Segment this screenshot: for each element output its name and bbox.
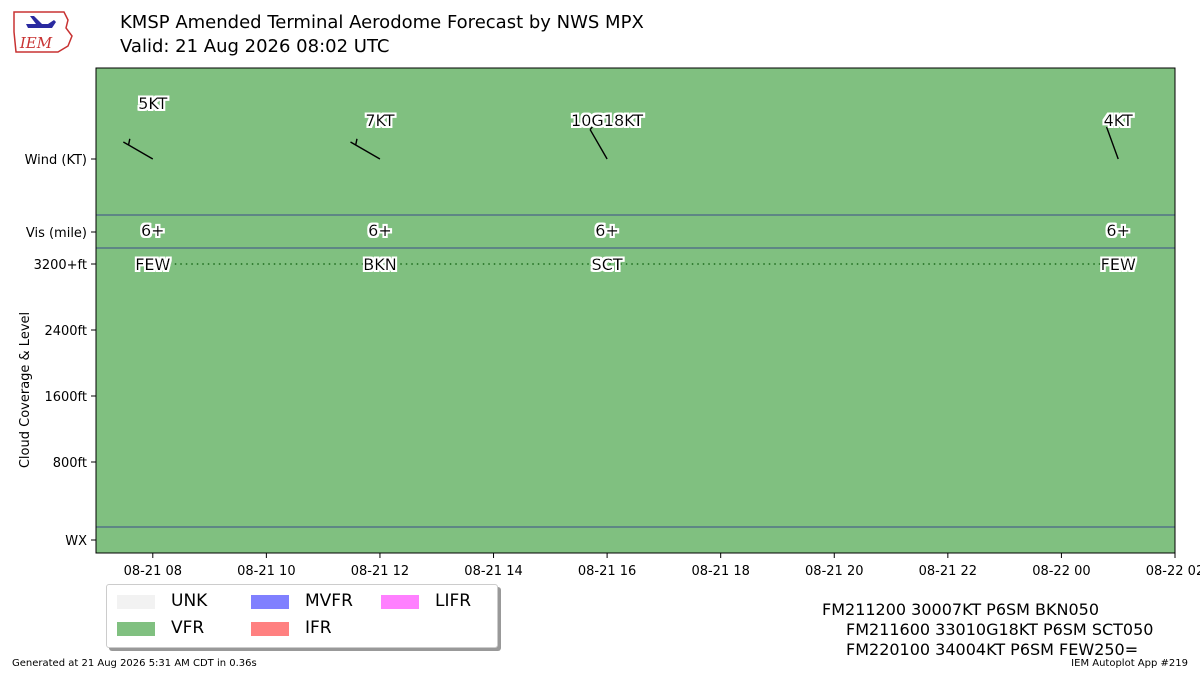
visibility-label: 6+ [141, 221, 165, 240]
chart-subtitle: Valid: 21 Aug 2026 08:02 UTC [120, 36, 390, 57]
y-label-wx: WX [65, 534, 87, 549]
visibility-label: 6+ [595, 221, 619, 240]
x-tick-label: 08-21 08 [124, 564, 182, 579]
iem-logo: IEM [13, 11, 73, 53]
cloud-coverage-label: FEW [1101, 255, 1136, 274]
wind-barb-flag [589, 120, 599, 131]
footer-generated: Generated at 21 Aug 2026 5:31 AM CDT in … [12, 658, 257, 669]
wind-label: 10G18KT [571, 111, 643, 130]
cloud-coverage-label: BKN [363, 255, 396, 274]
x-tick-label: 08-22 02 [1146, 564, 1200, 579]
x-tick-label: 08-21 14 [464, 564, 522, 579]
wind-barb-staff [1105, 126, 1119, 160]
y-label-cloud: 2400ft [44, 324, 87, 339]
chart-title: KMSP Amended Terminal Aerodome Forecast … [120, 12, 644, 33]
wind-barb-halfflag [127, 138, 131, 146]
visibility-label: 6+ [1106, 221, 1130, 240]
x-tick-label: 08-21 18 [691, 564, 749, 579]
visibility-label: 6+ [368, 221, 392, 240]
wind-barb-staff [589, 129, 608, 160]
legend-label: IFR [305, 618, 332, 638]
raw-taf-line: FM211200 30007KT P6SM BKN050 [822, 600, 1100, 619]
legend-swatch [251, 622, 289, 636]
legend-label: MVFR [305, 591, 353, 611]
x-tick-label: 08-21 20 [805, 564, 863, 579]
wind-barb-halfflag [355, 138, 358, 146]
legend-label: UNK [171, 591, 208, 611]
y-label-wind: Wind (KT) [25, 153, 87, 168]
x-tick-label: 08-22 00 [1032, 564, 1090, 579]
legend-swatch [117, 622, 155, 636]
legend: UNK VFR MVFR IFR LIFR [106, 584, 498, 648]
legend-swatch [381, 595, 419, 609]
x-tick-label: 08-21 22 [919, 564, 977, 579]
iem-logo-text: IEM [19, 34, 53, 52]
cloud-coverage-label: FEW [135, 255, 170, 274]
airplane-icon [26, 16, 56, 28]
y-label-cloud: 800ft [53, 456, 87, 471]
legend-label: LIFR [435, 591, 472, 611]
legend-swatch [117, 595, 155, 609]
footer-app-id: IEM Autoplot App #219 [1071, 658, 1188, 669]
legend-swatch [251, 595, 289, 609]
flight-category-background [96, 68, 1175, 553]
x-tick-label: 08-21 12 [351, 564, 409, 579]
y-axis-label: Cloud Coverage & Level [18, 312, 33, 468]
cloud-coverage-label: SCT [592, 255, 623, 274]
plot-frame [95, 67, 1176, 554]
wind-label: 7KT [365, 111, 394, 130]
raw-taf-line: FM211600 33010G18KT P6SM SCT050 [846, 620, 1154, 639]
x-tick-label: 08-21 10 [237, 564, 295, 579]
raw-taf-line: FM220100 34004KT P6SM FEW250= [846, 640, 1139, 659]
wind-label: 5KT [138, 94, 167, 113]
x-tick-label: 08-21 16 [578, 564, 636, 579]
wind-label: 4KT [1104, 111, 1133, 130]
raw-taf-text: FM211200 30007KT P6SM BKN050 FM211600 33… [822, 600, 1153, 660]
y-label-vis: Vis (mile) [26, 226, 87, 241]
y-label-cloud: 1600ft [44, 390, 87, 405]
y-label-cloud: 3200+ft [34, 258, 87, 273]
legend-label: VFR [171, 618, 205, 638]
